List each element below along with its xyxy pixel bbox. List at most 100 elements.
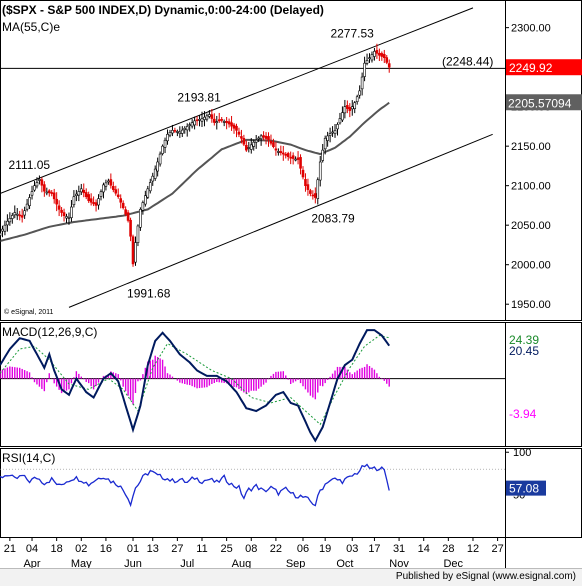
candle-body [38, 179, 41, 181]
candle-body [301, 169, 305, 178]
candle-body [299, 157, 302, 169]
x-day-label: 25 [221, 543, 233, 555]
price-annotation: 2277.53 [330, 26, 374, 40]
panel-frame-2 [0, 322, 582, 447]
candle-body [249, 144, 253, 150]
candle-body [245, 145, 248, 151]
x-day-label: 27 [171, 543, 183, 555]
candle-body [148, 182, 152, 192]
candle-body [316, 179, 320, 199]
x-day-label: 18 [51, 543, 63, 555]
candle-body [286, 153, 290, 158]
x-day-label: 22 [270, 543, 282, 555]
candle-body [178, 131, 182, 134]
price-y-tick-label: 2300.00 [511, 23, 551, 35]
chart-canvas: 1950.002000.002050.002100.002150.002200.… [0, 0, 582, 570]
candle-body [13, 212, 17, 216]
candle-body [370, 54, 374, 61]
candle-body [168, 132, 172, 136]
candle-body [247, 147, 251, 149]
x-month-label: Dec [443, 558, 463, 568]
candle-body [163, 139, 167, 148]
rsi-title: RSI(14,C) [2, 451, 55, 465]
candle-body [72, 196, 76, 206]
candle-body [321, 149, 325, 161]
candle-body [272, 142, 275, 147]
candle-body [336, 124, 339, 130]
candle-body [153, 168, 157, 179]
candle-body [215, 121, 219, 124]
candle-body [84, 192, 88, 198]
candle-body [279, 151, 283, 154]
candle-body [343, 106, 347, 114]
candle-body [193, 120, 196, 126]
candle-body [55, 198, 58, 205]
x-month-label: May [71, 558, 92, 568]
candle-body [210, 114, 214, 119]
candle-body [28, 197, 31, 206]
candle-body [3, 224, 7, 232]
candle-body [353, 102, 357, 109]
candle-body [94, 202, 98, 206]
candle-body [200, 118, 204, 122]
candle-body [296, 157, 300, 160]
candle-body [124, 209, 127, 215]
candle-body [102, 184, 105, 193]
candle-body [289, 156, 292, 159]
candle-body [131, 236, 135, 265]
candle-body [284, 153, 288, 156]
candle-body [358, 90, 361, 96]
candle-body [6, 220, 9, 226]
candle-body [217, 119, 221, 122]
x-day-label: 12 [467, 543, 479, 555]
candle-body [11, 215, 14, 219]
candle-body [190, 122, 194, 127]
candle-body [166, 134, 169, 142]
footer-text: Published by eSignal (www.esignal.com) [395, 571, 576, 582]
candle-body [8, 218, 12, 223]
candle-body [195, 119, 199, 122]
x-day-label: 16 [100, 543, 112, 555]
candle-body [259, 135, 263, 140]
rsi-y-tick-label: 100 [513, 447, 531, 459]
candle-body [87, 194, 90, 201]
candle-body [183, 127, 187, 130]
candle-body [387, 63, 391, 68]
last-ma-label: 2205.57094 [508, 96, 572, 110]
ma-label: MA(55,C)e [2, 20, 60, 34]
candle-body [67, 216, 71, 219]
rsi-value-box [506, 480, 546, 496]
candle-body [306, 184, 310, 190]
candle-body [294, 158, 297, 161]
candle-body [116, 194, 120, 198]
candle-body [227, 121, 231, 125]
x-day-label: 11 [196, 543, 207, 555]
macd-value-box [506, 333, 544, 347]
candle-body [119, 198, 123, 203]
rsi-value-label: 57.08 [509, 482, 539, 496]
candle-body [144, 195, 147, 205]
candle-body [277, 151, 280, 153]
candle-body [363, 62, 366, 77]
candle-body [350, 106, 354, 110]
candle-body [348, 107, 352, 111]
x-day-label: 08 [245, 543, 257, 555]
candle-body [235, 125, 238, 131]
candle-body [126, 212, 130, 221]
x-day-label: 17 [368, 543, 380, 555]
x-day-label: 06 [297, 543, 309, 555]
x-day-label: 21 [4, 543, 16, 555]
candle-body [33, 185, 36, 191]
candle-body [121, 202, 125, 209]
macd-value-box [506, 407, 544, 421]
candle-body [346, 105, 349, 109]
candle-body [79, 188, 83, 193]
candle-body [15, 213, 19, 216]
chart-title: ($SPX - S&P 500 INDEX,D) Dynamic,0:00-24… [2, 3, 324, 17]
candle-body [360, 76, 364, 90]
candle-body [254, 139, 258, 143]
candle-body [75, 193, 78, 196]
candle-body [65, 216, 68, 219]
candle-body [146, 188, 150, 198]
